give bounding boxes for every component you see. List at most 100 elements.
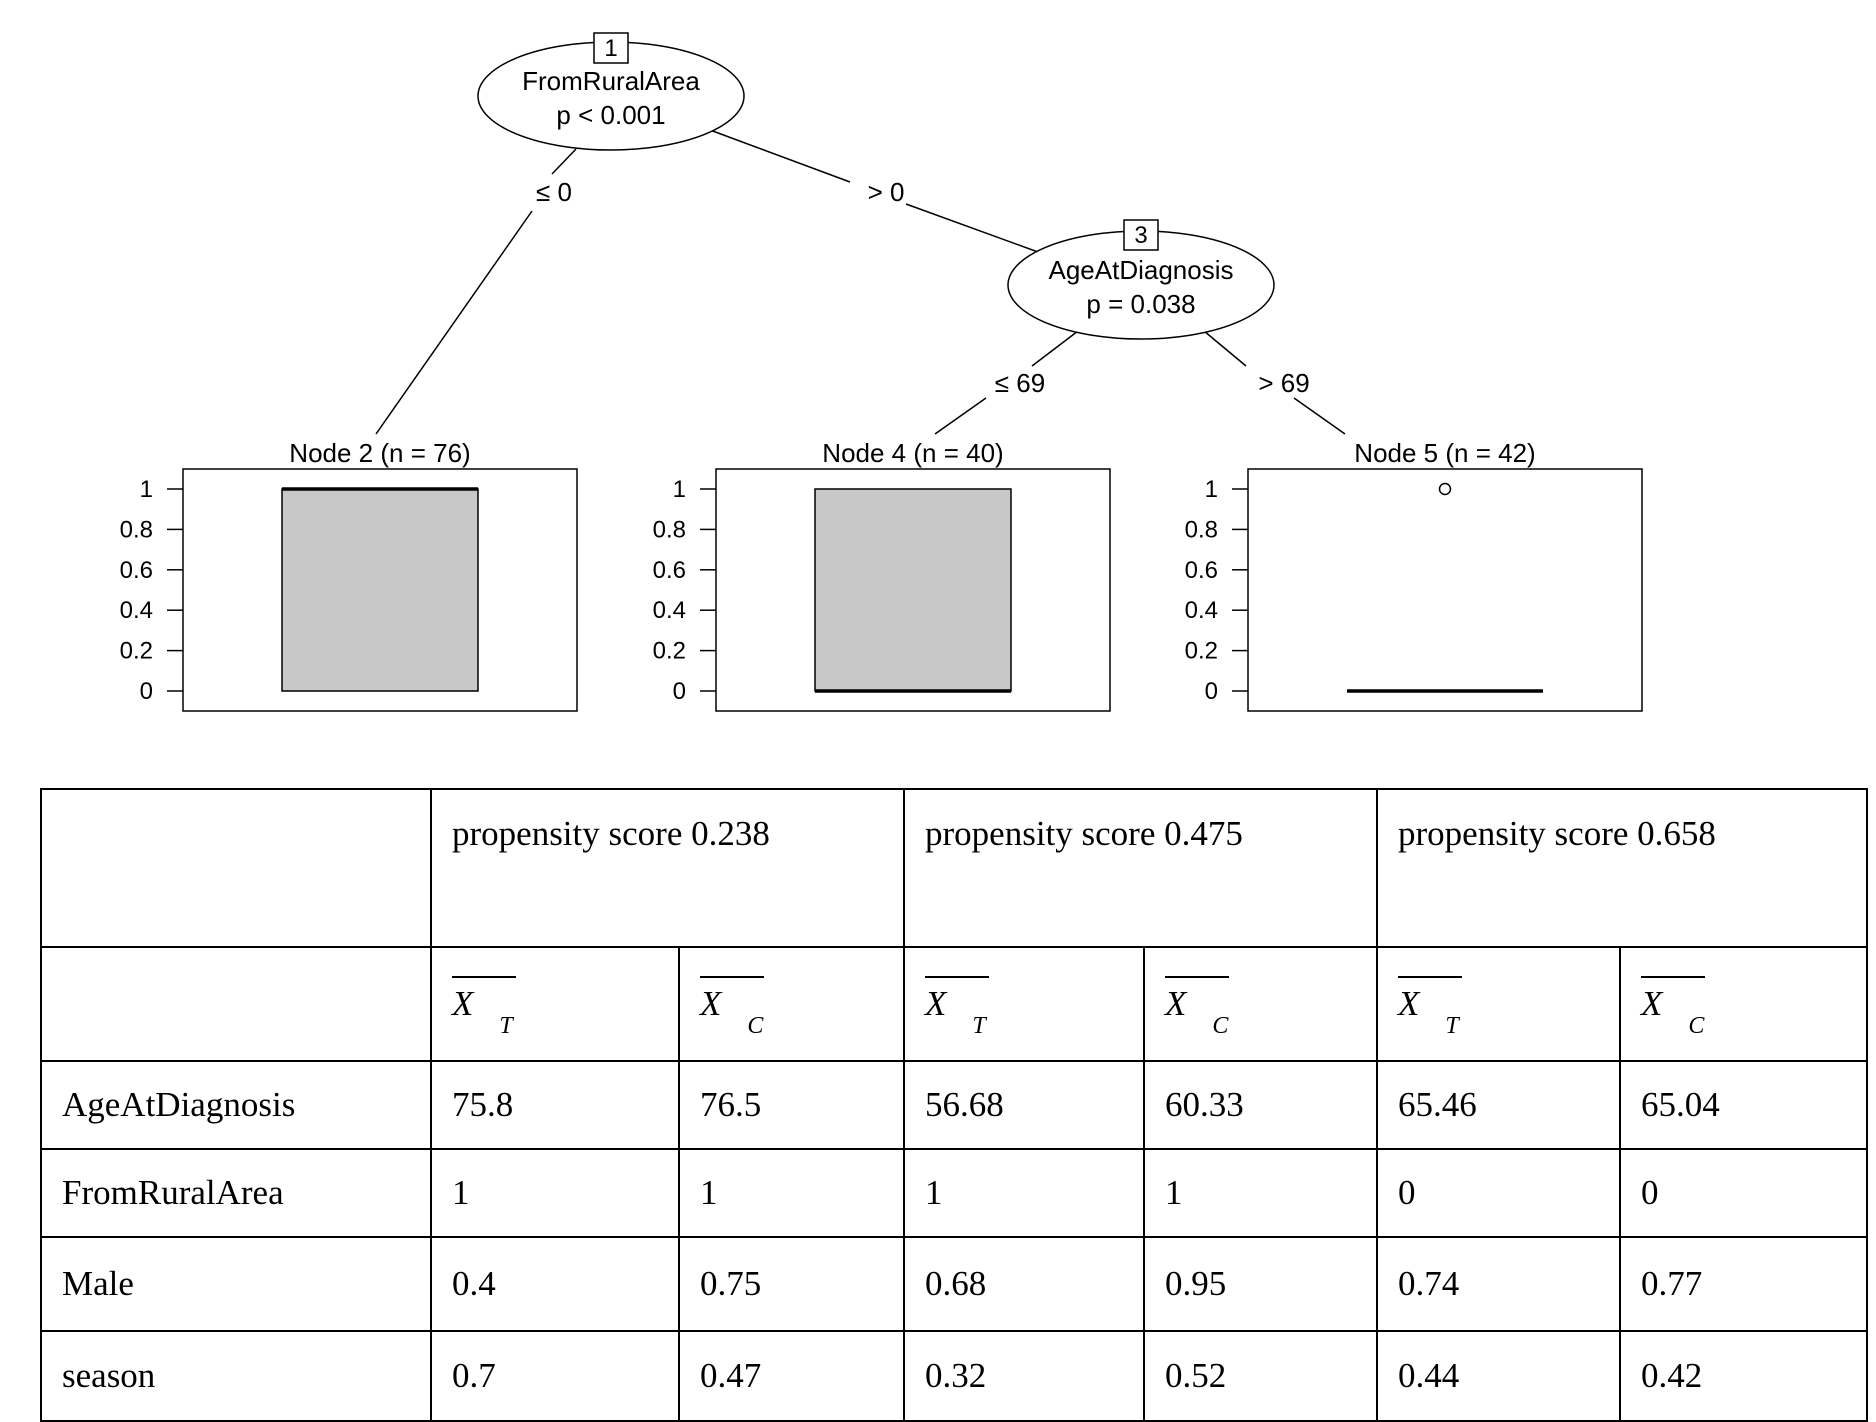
terminal-title: Node 5 (n = 42) [1354, 438, 1535, 468]
row-label: AgeAtDiagnosis [40, 1060, 432, 1150]
node-variable: FromRuralArea [522, 66, 700, 96]
y-tick-label: 0.2 [653, 638, 686, 665]
table-cell: 1 [677, 1148, 906, 1238]
mean-subheader: XT [430, 946, 680, 1062]
edge-line [1031, 330, 1079, 367]
edge-line [1203, 330, 1247, 367]
y-tick-label: 0 [673, 678, 686, 705]
mean-subheader: XT [1376, 946, 1622, 1062]
y-tick-label: 1 [673, 476, 686, 503]
table-cell: 0.42 [1619, 1330, 1868, 1422]
terminal-title: Node 2 (n = 76) [289, 438, 470, 468]
table-cell: 0 [1619, 1148, 1868, 1238]
panel-frame [182, 468, 578, 712]
terminal-title: Node 4 (n = 40) [822, 438, 1003, 468]
box-rect [814, 488, 1012, 692]
terminal-node-4: Node 4 (n = 40) 1 0.8 0.6 0.4 0.2 0 [653, 438, 1111, 712]
table-row: AgeAtDiagnosis 75.8 76.5 56.68 60.33 65.46 65.… [40, 1060, 1868, 1150]
box-rect [281, 488, 479, 692]
table-cell: 76.5 [677, 1060, 906, 1150]
y-tick-label: 0 [1205, 678, 1218, 705]
table-cell: 0.32 [903, 1330, 1146, 1422]
subheader-row: XT XC XT XC XT XC [40, 946, 1868, 1062]
group-header: propensity score 0.658 [1376, 788, 1868, 948]
y-tick-label: 0.4 [1185, 597, 1218, 624]
propensity-score-table: propensity score 0.238 propensity score … [40, 788, 1868, 1422]
inner-node-1: 1 FromRuralArea p < 0.001 [477, 32, 745, 151]
table-cell: 56.68 [903, 1060, 1146, 1150]
mean-subheader: XC [1143, 946, 1379, 1062]
table-cell: 0.74 [1376, 1236, 1622, 1332]
node-variable: AgeAtDiagnosis [1049, 255, 1234, 285]
table-cell: 1 [1143, 1148, 1379, 1238]
edge-line [905, 203, 1039, 253]
group-header: propensity score 0.238 [429, 788, 906, 948]
mean-symbol: XT [1398, 976, 1463, 1039]
y-tick-label: 0.8 [120, 516, 153, 543]
table-cell: 60.33 [1143, 1060, 1379, 1150]
row-label: FromRuralArea [40, 1148, 432, 1238]
mean-symbol: XT [452, 976, 516, 1039]
node-id: 1 [604, 35, 617, 62]
table-cell: 0.4 [430, 1236, 680, 1332]
inner-node-3: 3 AgeAtDiagnosis p = 0.038 [1007, 219, 1275, 340]
edge-line [1293, 397, 1346, 435]
edge-line [934, 397, 987, 435]
table-cell: 0.77 [1619, 1236, 1868, 1332]
y-tick-label: 0.4 [120, 597, 153, 624]
edge-line [709, 129, 851, 183]
table-cell: 0.52 [1143, 1330, 1379, 1422]
decision-tree: ≤ 0 > 0 ≤ 69 > 69 1 FromRuralArea p < 0.… [120, 32, 1643, 712]
table-cell: 65.46 [1376, 1060, 1622, 1150]
y-tick-label: 0.6 [1185, 557, 1218, 584]
panel-frame [715, 468, 1111, 712]
y-tick-label: 0.8 [1185, 516, 1218, 543]
empty-cell [40, 788, 432, 948]
mean-symbol: XC [1641, 976, 1706, 1039]
y-tick-label: 0.4 [653, 597, 686, 624]
table-cell: 65.04 [1619, 1060, 1868, 1150]
table-cell: 75.8 [430, 1060, 680, 1150]
terminal-node-2: Node 2 (n = 76) 1 0.8 0.6 0.4 0.2 0 [120, 438, 578, 712]
row-label: Male [40, 1236, 432, 1332]
edge-label: > 69 [1258, 368, 1309, 398]
mean-subheader: XC [1619, 946, 1868, 1062]
edge-label: > 0 [868, 177, 905, 207]
mean-subheader: XT [903, 946, 1146, 1062]
table-cell: 0.44 [1376, 1330, 1622, 1422]
table-cell: 0.7 [430, 1330, 680, 1422]
mean-symbol: XC [700, 976, 764, 1039]
edge-label: ≤ 69 [995, 368, 1045, 398]
row-label: season [40, 1330, 432, 1422]
mean-subheader: XC [677, 946, 906, 1062]
terminal-node-5: Node 5 (n = 42) 1 0.8 0.6 0.4 0.2 0 [1185, 438, 1643, 712]
table-row: FromRuralArea 1 1 1 1 0 0 [40, 1148, 1868, 1238]
group-header: propensity score 0.475 [903, 788, 1379, 948]
table-row: season 0.7 0.47 0.32 0.52 0.44 0.42 [40, 1330, 1868, 1422]
edge-label: ≤ 0 [536, 177, 572, 207]
y-tick-label: 1 [140, 476, 153, 503]
outlier-point [1438, 482, 1452, 496]
mean-symbol: XC [1165, 976, 1230, 1039]
table-cell: 0.75 [677, 1236, 906, 1332]
empty-cell [40, 946, 432, 1062]
edge-line [375, 210, 533, 435]
node-id: 3 [1134, 222, 1147, 249]
y-tick-label: 0 [140, 678, 153, 705]
table-cell: 1 [903, 1148, 1146, 1238]
group-header-row: propensity score 0.238 propensity score … [40, 788, 1868, 948]
y-tick-label: 1 [1205, 476, 1218, 503]
table-cell: 0.95 [1143, 1236, 1379, 1332]
y-tick-label: 0.2 [120, 638, 153, 665]
node-pvalue: p = 0.038 [1086, 289, 1195, 319]
table-cell: 0.68 [903, 1236, 1146, 1332]
node-pvalue: p < 0.001 [556, 100, 665, 130]
y-tick-label: 0.2 [1185, 638, 1218, 665]
table-row: Male 0.4 0.75 0.68 0.95 0.74 0.77 [40, 1236, 1868, 1332]
table-cell: 0.47 [677, 1330, 906, 1422]
table-cell: 1 [430, 1148, 680, 1238]
mean-symbol: XT [925, 976, 990, 1039]
y-tick-label: 0.6 [653, 557, 686, 584]
table-cell: 0 [1376, 1148, 1622, 1238]
y-tick-label: 0.8 [653, 516, 686, 543]
